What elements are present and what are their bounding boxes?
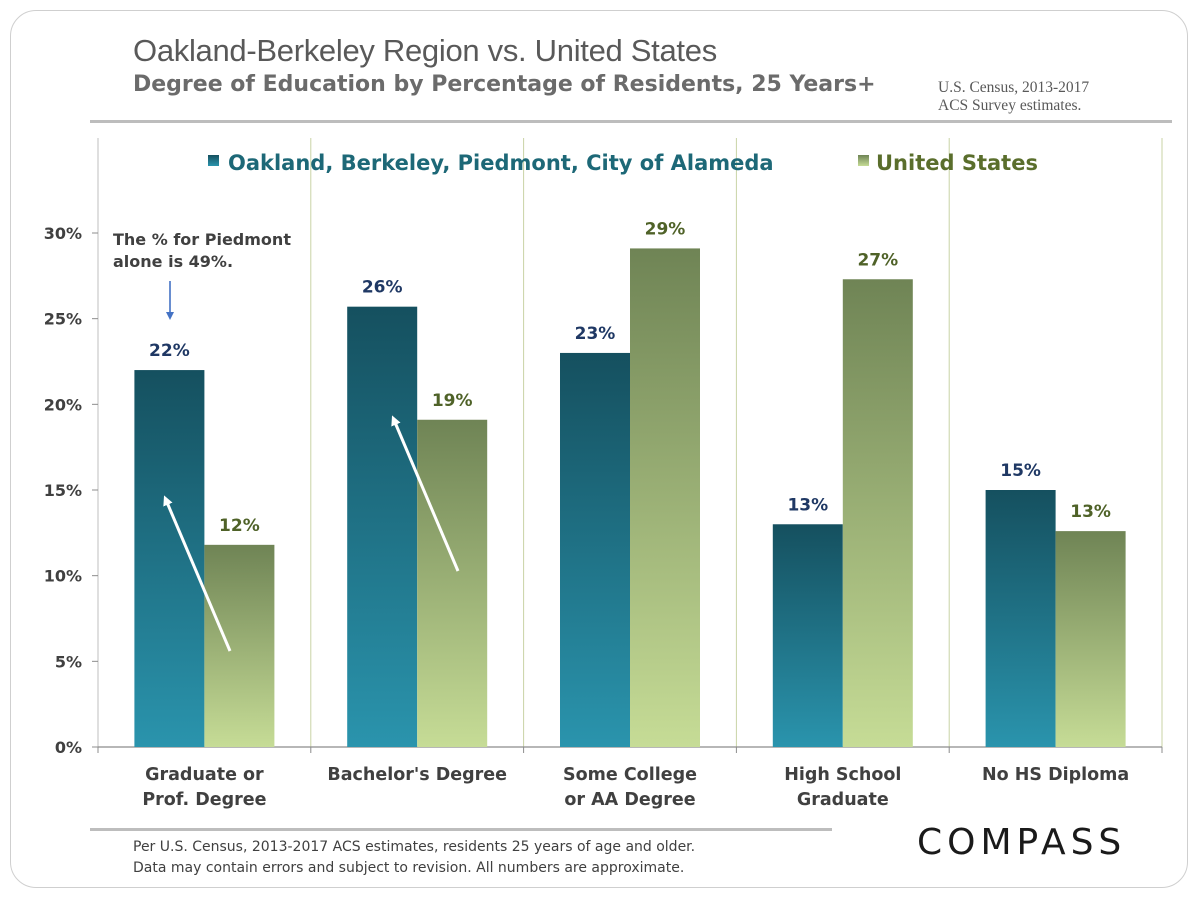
source-note: U.S. Census, 2013-2017 ACS Survey estima… (938, 79, 1089, 115)
footnote-line-1: Per U.S. Census, 2013-2017 ACS estimates… (133, 839, 696, 855)
source-line-1: U.S. Census, 2013-2017 (938, 79, 1090, 96)
category-label: Graduate or (145, 765, 264, 785)
data-label-series-1: 22% (149, 341, 190, 361)
data-label-series-2: 13% (1070, 502, 1111, 522)
y-tick-label: 0% (55, 738, 82, 757)
category-label: Prof. Degree (142, 790, 266, 810)
source-line-2: ACS Survey estimates. (938, 97, 1082, 114)
chart-title: Oakland-Berkeley Region vs. United State… (133, 33, 717, 68)
bar-series-2 (417, 419, 488, 747)
data-label-series-1: 26% (362, 278, 403, 298)
bar-series-1 (134, 370, 205, 747)
data-label-series-2: 29% (645, 219, 686, 239)
annotation-text: The % for Piedmont (113, 230, 291, 249)
y-tick-label: 5% (55, 652, 82, 671)
trend-arrow-1 (163, 495, 232, 652)
footnote: Per U.S. Census, 2013-2017 ACS estimates… (133, 837, 695, 879)
category-label: No HS Diploma (982, 765, 1129, 785)
data-label-series-1: 15% (1000, 461, 1041, 481)
y-tick-label: 30% (44, 224, 82, 243)
bar-series-2 (842, 279, 913, 747)
category-label: Some College (563, 765, 697, 785)
bar-series-2 (204, 544, 275, 747)
bar-series-1 (560, 352, 630, 747)
chart-subtitle: Degree of Education by Percentage of Res… (133, 72, 876, 97)
bar-series-1 (772, 524, 843, 747)
category-label: or AA Degree (564, 790, 695, 810)
annotation-text: alone is 49%. (113, 252, 233, 271)
legend-label-series-2: United States (876, 151, 1038, 175)
category-label: Graduate (797, 790, 889, 810)
bar-series-1 (985, 490, 1056, 747)
y-tick-label: 10% (44, 567, 82, 586)
compass-logo: COMPASS (917, 822, 1127, 863)
legend-swatch-series-1 (208, 155, 219, 166)
y-tick-label: 15% (44, 481, 82, 500)
data-label-series-2: 27% (857, 250, 898, 270)
footnote-line-2: Data may contain errors and subject to r… (133, 860, 685, 876)
legend-swatch-series-2 (858, 155, 869, 166)
data-label-series-2: 19% (432, 391, 473, 411)
data-label-series-1: 13% (787, 495, 828, 515)
bar-series-2 (630, 248, 700, 748)
category-label: High School (784, 765, 901, 785)
bar-series-2 (1055, 531, 1126, 747)
data-label-series-1: 23% (575, 324, 616, 344)
bar-series-1 (347, 306, 418, 747)
data-label-series-2: 12% (219, 516, 260, 536)
footer-divider (90, 828, 832, 831)
header-divider (90, 120, 1172, 123)
y-tick-label: 20% (44, 395, 82, 414)
trend-arrow-2 (391, 415, 460, 572)
category-label: Bachelor's Degree (327, 765, 507, 785)
y-tick-label: 25% (44, 310, 82, 329)
legend-label-series-1: Oakland, Berkeley, Piedmont, City of Ala… (228, 151, 774, 175)
